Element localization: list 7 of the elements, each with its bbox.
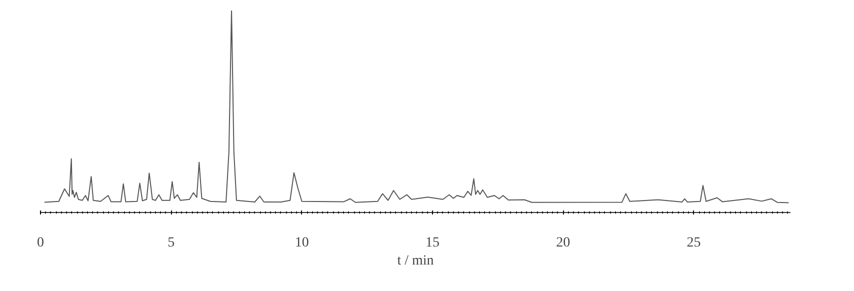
x-tick-label: 20	[556, 236, 570, 250]
x-tick-label: 0	[37, 236, 44, 250]
x-tick-label: 25	[686, 236, 701, 250]
x-tick-label: 5	[168, 236, 175, 250]
x-tick-label: 10	[294, 236, 309, 250]
x-tick-label: 15	[425, 236, 440, 250]
x-axis-title: t / min	[397, 254, 434, 268]
